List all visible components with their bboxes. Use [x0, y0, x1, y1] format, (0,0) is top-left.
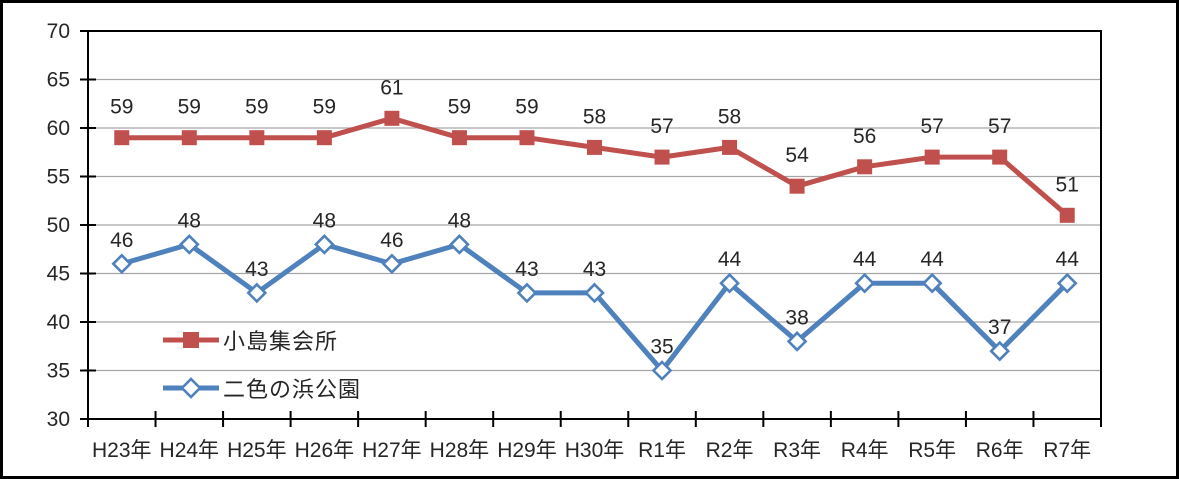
- data-label: 44: [920, 248, 944, 271]
- data-label: 46: [380, 229, 403, 252]
- square-marker: [857, 159, 873, 175]
- square-marker: [924, 149, 940, 165]
- square-marker: [384, 110, 400, 126]
- data-label: 35: [650, 336, 673, 359]
- diamond-marker: [854, 272, 875, 294]
- diamond-marker: [111, 253, 133, 275]
- diamond-marker: [651, 360, 673, 381]
- x-tick-label: H24年: [160, 439, 220, 462]
- square-marker: [1059, 207, 1075, 223]
- diamond-marker: [516, 282, 538, 304]
- data-label: 51: [1056, 173, 1079, 196]
- data-label: 44: [853, 248, 877, 271]
- data-label: 59: [245, 96, 268, 119]
- x-tick-label: R7年: [1043, 439, 1091, 462]
- data-label: 43: [515, 258, 538, 281]
- data-label: 59: [448, 96, 471, 119]
- diamond-marker: [381, 253, 403, 275]
- x-tick-label: H26年: [295, 439, 355, 462]
- y-tick-label: 50: [47, 214, 70, 237]
- data-label: 57: [988, 115, 1011, 138]
- x-tick-label: R6年: [976, 439, 1024, 462]
- data-label: 44: [718, 248, 742, 271]
- square-marker: [654, 149, 670, 165]
- diamond-marker: [989, 340, 1011, 362]
- diamond-marker: [786, 331, 808, 352]
- legend-label: 小島集会所: [223, 328, 339, 354]
- data-label: 48: [313, 209, 336, 232]
- x-tick-label: R3年: [773, 439, 821, 462]
- x-tick-label: R4年: [841, 439, 889, 462]
- square-marker: [789, 178, 805, 194]
- data-label: 37: [988, 316, 1011, 339]
- data-label: 59: [515, 96, 538, 119]
- y-tick-label: 70: [47, 20, 70, 43]
- square-marker: [181, 130, 197, 146]
- y-tick-label: 65: [47, 69, 70, 92]
- x-tick-label: H30年: [565, 439, 625, 462]
- diamond-marker: [178, 234, 200, 255]
- square-marker: [451, 130, 467, 146]
- x-tick-label: H27年: [362, 439, 422, 462]
- data-label: 48: [448, 209, 471, 232]
- legend-label: 二色の浜公園: [223, 376, 362, 402]
- data-label: 58: [718, 105, 741, 128]
- square-marker: [519, 130, 535, 146]
- legend-marker-square-icon: [163, 327, 219, 353]
- data-label: 59: [178, 96, 201, 119]
- square-marker: [722, 139, 738, 155]
- y-tick-label: 35: [47, 360, 70, 383]
- x-tick-label: H29年: [497, 439, 557, 462]
- data-label: 43: [583, 258, 606, 281]
- legend-item-nishiki-no-hama-koen: 二色の浜公園: [163, 374, 362, 402]
- x-tick-label: H23年: [92, 439, 152, 462]
- y-tick-label: 40: [47, 311, 70, 334]
- x-tick-label: R5年: [908, 439, 956, 462]
- data-label: 38: [785, 306, 808, 329]
- y-tick-label: 55: [47, 166, 70, 189]
- data-label: 43: [245, 258, 268, 281]
- legend-marker-diamond-icon: [163, 375, 219, 401]
- chart-legend: 小島集会所 二色の浜公園: [163, 326, 361, 422]
- data-label: 48: [178, 209, 201, 232]
- square-marker: [316, 130, 332, 146]
- diamond-marker: [921, 272, 943, 294]
- data-label: 44: [1056, 248, 1080, 271]
- data-label: 54: [785, 144, 809, 167]
- data-label: 61: [380, 76, 403, 99]
- diamond-marker: [1056, 272, 1078, 294]
- square-marker: [249, 130, 265, 146]
- data-label: 46: [110, 229, 133, 252]
- x-tick-label: R2年: [706, 439, 754, 462]
- data-label: 58: [583, 105, 606, 128]
- data-label: 57: [650, 115, 673, 138]
- y-tick-label: 45: [47, 263, 70, 286]
- data-label: 57: [920, 115, 943, 138]
- diamond-marker: [584, 282, 605, 304]
- diamond-marker: [449, 234, 470, 255]
- square-marker: [587, 139, 602, 155]
- diamond-marker: [314, 234, 335, 255]
- data-label: 56: [853, 125, 876, 148]
- data-label: 59: [313, 96, 336, 119]
- diamond-marker: [719, 272, 740, 294]
- x-tick-label: H25年: [227, 439, 287, 462]
- square-marker: [114, 130, 130, 146]
- y-tick-label: 30: [47, 408, 70, 431]
- data-label: 59: [110, 96, 133, 119]
- diamond-marker: [246, 282, 268, 304]
- x-tick-label: H28年: [430, 439, 490, 462]
- legend-item-kojima-shukaisho: 小島集会所: [163, 326, 361, 354]
- y-tick-label: 60: [47, 117, 70, 140]
- square-marker: [992, 149, 1008, 165]
- x-tick-label: R1年: [638, 439, 686, 462]
